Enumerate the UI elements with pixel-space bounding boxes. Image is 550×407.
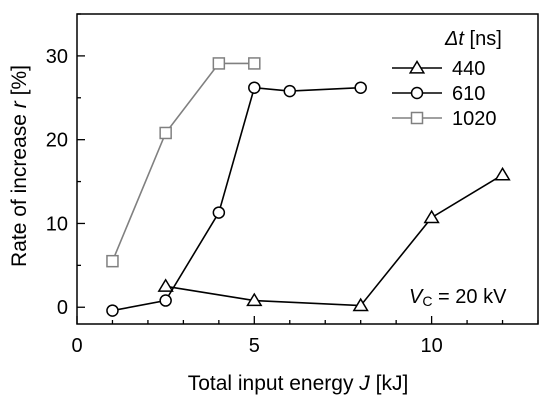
series-440	[157, 166, 511, 312]
data-point-440	[423, 209, 440, 224]
annotation-var: V	[409, 286, 424, 308]
legend-marker-440	[408, 60, 426, 74]
legend-label-1020: 1020	[452, 108, 497, 130]
y-axis-label-var: r	[8, 100, 31, 108]
data-point-610	[354, 81, 367, 94]
legend-label-610: 610	[452, 83, 485, 105]
legend-entry-610: 610	[392, 83, 485, 105]
data-point-1020	[212, 57, 226, 70]
legend-title: Δt [ns]	[444, 28, 502, 50]
x-tick-label: 5	[249, 335, 260, 357]
legend-title-var: Δt	[444, 28, 465, 50]
x-axis-label: Total input energy J [kJ]	[188, 372, 409, 395]
series-line-1020	[111, 62, 255, 262]
annotation-sub: C	[422, 293, 432, 309]
x-tick-label: 10	[420, 335, 442, 357]
legend-marker-610	[410, 86, 424, 100]
series-layer	[106, 57, 511, 317]
y-tick-label: 20	[46, 130, 68, 152]
x-axis-label-unit: [kJ]	[370, 372, 409, 395]
legend: 440 610 1020	[392, 58, 497, 130]
vc-annotation: VC = 20 kV	[409, 286, 507, 309]
data-point-1020	[159, 126, 172, 140]
data-point-440	[157, 278, 174, 292]
x-axis-label-var: J	[358, 372, 370, 395]
legend-entry-440: 440	[392, 58, 485, 80]
plot-frame	[76, 13, 539, 325]
x-axis-label-main: Total input energy	[188, 372, 360, 395]
annotation-text: = 20 kV	[432, 286, 507, 308]
series-1020	[106, 57, 261, 268]
plot-area	[76, 13, 539, 325]
y-tick-label: 10	[46, 213, 68, 235]
data-point-610	[212, 206, 226, 219]
y-tick-label: 0	[57, 297, 68, 319]
legend-marker-1020	[410, 111, 424, 125]
data-point-1020	[248, 57, 261, 70]
data-point-610	[106, 304, 119, 317]
y-tick-label: 30	[46, 46, 68, 68]
data-point-440	[494, 166, 511, 181]
legend-label-440: 440	[452, 58, 485, 80]
y-axis-label-main: Rate of increase	[8, 108, 31, 267]
y-axis-label-unit: [%]	[8, 65, 31, 101]
legend-entry-1020: 1020	[392, 108, 497, 130]
data-point-610	[283, 84, 297, 98]
series-line-610	[112, 86, 361, 312]
x-tick-label: 0	[71, 335, 82, 357]
data-point-1020	[106, 254, 119, 268]
data-point-610	[248, 81, 261, 94]
data-point-610	[159, 294, 172, 307]
y-axis-label: Rate of increase r [%]	[8, 65, 31, 267]
data-point-440	[352, 297, 369, 312]
series-610	[106, 81, 367, 317]
legend-title-unit: [ns]	[464, 28, 502, 50]
data-point-440	[246, 292, 263, 307]
